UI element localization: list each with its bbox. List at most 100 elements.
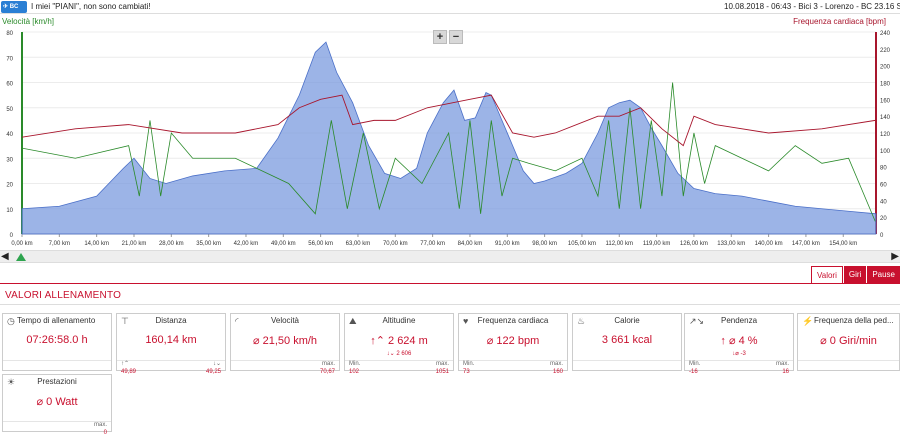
- card-divider: [685, 360, 793, 361]
- right-tick-label: 200: [880, 65, 891, 71]
- workout-chart[interactable]: Velocità [km/h] Frequenza cardiaca [bpm] 8…: [0, 14, 900, 250]
- card-label: Pendenza: [720, 316, 758, 325]
- right-tick-label: 160: [880, 98, 891, 104]
- card-max-value: 0: [103, 430, 107, 436]
- uphill-icon: ↑: [720, 335, 729, 347]
- x-tick-label: 154,00 km: [829, 241, 857, 247]
- card-pendenza: ↗↘ Pendenza ↑ ⌀ 4 % ↓⌀ -3 Min. max. -16 …: [684, 313, 794, 375]
- flame-icon: ♨: [577, 316, 586, 326]
- left-tick-label: 80: [6, 31, 13, 37]
- card-value: ↑ ⌀ 4 %: [685, 334, 793, 347]
- zoom-in-button[interactable]: +: [433, 30, 447, 44]
- card-divider: [117, 360, 225, 361]
- tab-pause[interactable]: Pause: [867, 266, 900, 284]
- right-tick-label: 220: [880, 48, 891, 54]
- card-max-value: 70,67: [319, 369, 335, 375]
- right-tick-label: 20: [880, 216, 887, 222]
- card-label: Altitudine: [382, 316, 416, 325]
- x-tick-label: 0,00 km: [11, 241, 32, 247]
- x-tick-label: 105,00 km: [568, 241, 596, 247]
- card-max-value: 49,25: [205, 369, 221, 375]
- tab-valori[interactable]: Valori: [811, 266, 843, 284]
- chart-area[interactable]: Velocità [km/h] Frequenza cardiaca [bpm] 8…: [0, 14, 900, 250]
- downhill-icon: ↓⌄: [212, 361, 221, 367]
- card-divider: [798, 360, 899, 361]
- card-min-label: Min.: [689, 361, 701, 367]
- card-divider: [459, 360, 567, 361]
- x-tick-label: 91,00 km: [495, 241, 520, 247]
- card-label: Velocità: [270, 316, 300, 325]
- card-value: ⌀ 0 Giri/min: [820, 335, 877, 347]
- slope-icon: ↗↘: [689, 316, 705, 326]
- card-max-label: max.: [93, 422, 107, 428]
- x-tick-label: 28,00 km: [159, 241, 184, 247]
- card-min-value: 49,89: [121, 369, 137, 375]
- card-label: Prestazioni: [37, 377, 77, 386]
- card-distanza: ⊤ Distanza 160,14 km ↑⌃ ↓⌄ 49,89 49,25: [116, 313, 226, 375]
- card-secondary-value: ↓⌄ 2 606: [345, 350, 453, 357]
- card-divider: [345, 360, 453, 361]
- card-min-label: Min.: [349, 361, 361, 367]
- card-label: Frequenza cardiaca: [477, 316, 549, 325]
- right-tick-label: 140: [880, 115, 891, 121]
- left-tick-label: 10: [6, 208, 13, 214]
- card-min-label: Min.: [463, 361, 475, 367]
- right-tick-label: 120: [880, 132, 891, 138]
- right-tick-label: 40: [880, 199, 887, 205]
- speed-line: [21, 82, 876, 222]
- right-tick-label: 0: [880, 233, 884, 239]
- left-axis-label: Velocità [km/h]: [2, 17, 54, 26]
- card-max-value: 16: [782, 369, 789, 375]
- right-tick-label: 60: [880, 183, 887, 189]
- slope-down-value: -3: [740, 351, 746, 357]
- card-label: Frequenza della ped...: [814, 316, 894, 325]
- x-tick-label: 112,00 km: [605, 241, 633, 247]
- heart-rate-line: [21, 94, 876, 147]
- scroll-thumb[interactable]: [16, 253, 26, 261]
- clock-icon: ◷: [7, 316, 15, 326]
- x-tick-label: 84,00 km: [458, 241, 483, 247]
- card-max-label: max.: [321, 361, 335, 367]
- card-divider: [573, 360, 681, 361]
- left-tick-label: 70: [6, 56, 13, 62]
- section-divider: [0, 304, 900, 305]
- scroll-right-icon[interactable]: ▶: [891, 251, 899, 262]
- chart-scrollbar[interactable]: ◀ ▶: [0, 250, 900, 263]
- tab-giri[interactable]: Giri: [843, 266, 867, 284]
- card-divider: [3, 421, 111, 422]
- x-tick-label: 140,00 km: [755, 241, 783, 247]
- card-max-label: max.: [435, 361, 449, 367]
- card-divider: [3, 360, 111, 361]
- card-min-value: 73: [463, 369, 470, 375]
- card-value: 07:26:58.0 h: [26, 334, 88, 346]
- card-value: ⌀ 0 Watt: [36, 396, 78, 408]
- card-max-value: 160: [552, 369, 563, 375]
- x-tick-label: 126,00 km: [680, 241, 708, 247]
- x-tick-label: 14,00 km: [84, 241, 109, 247]
- x-tick-label: 147,00 km: [792, 241, 820, 247]
- card-frequenza-cardiaca: ♥ Frequenza cardiaca ⌀ 122 bpm Min. max.…: [458, 313, 568, 375]
- scroll-left-icon[interactable]: ◀: [1, 251, 9, 262]
- tab-divider: [0, 283, 900, 284]
- x-tick-label: 98,00 km: [532, 241, 557, 247]
- x-tick-label: 70,00 km: [383, 241, 408, 247]
- x-tick-label: 7,00 km: [49, 241, 70, 247]
- x-tick-label: 35,00 km: [196, 241, 221, 247]
- card-divider: [231, 360, 339, 361]
- x-tick-label: 119,00 km: [643, 241, 671, 247]
- uphill-icon: ↑⌃: [121, 361, 130, 367]
- card-secondary-value: ↓⌀ -3: [685, 350, 793, 357]
- card-max-label: max.: [549, 361, 563, 367]
- x-tick-label: 56,00 km: [308, 241, 333, 247]
- lightbulb-icon: ☀: [7, 377, 16, 387]
- card-velocita: ◜ Velocità ⌀ 21,50 km/h max. 70,67: [230, 313, 340, 375]
- left-tick-label: 40: [6, 132, 13, 138]
- slope-up-value: ⌀ 4 %: [728, 335, 758, 347]
- zoom-out-button[interactable]: −: [449, 30, 463, 44]
- left-tick-label: 60: [6, 82, 13, 88]
- downhill-icon: ↓⌀: [732, 351, 741, 357]
- x-tick-label: 42,00 km: [234, 241, 259, 247]
- ascent-value: 2 624 m: [388, 335, 428, 347]
- speedometer-icon: ◜: [235, 316, 239, 326]
- left-tick-label: 20: [6, 183, 13, 189]
